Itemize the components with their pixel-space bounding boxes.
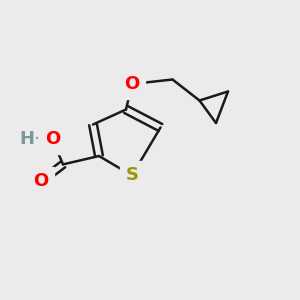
- Text: O: O: [45, 130, 60, 148]
- Text: O: O: [33, 172, 48, 190]
- Text: H: H: [20, 130, 34, 148]
- Text: ·: ·: [34, 130, 40, 149]
- Text: O: O: [124, 75, 140, 93]
- Text: S: S: [125, 167, 139, 184]
